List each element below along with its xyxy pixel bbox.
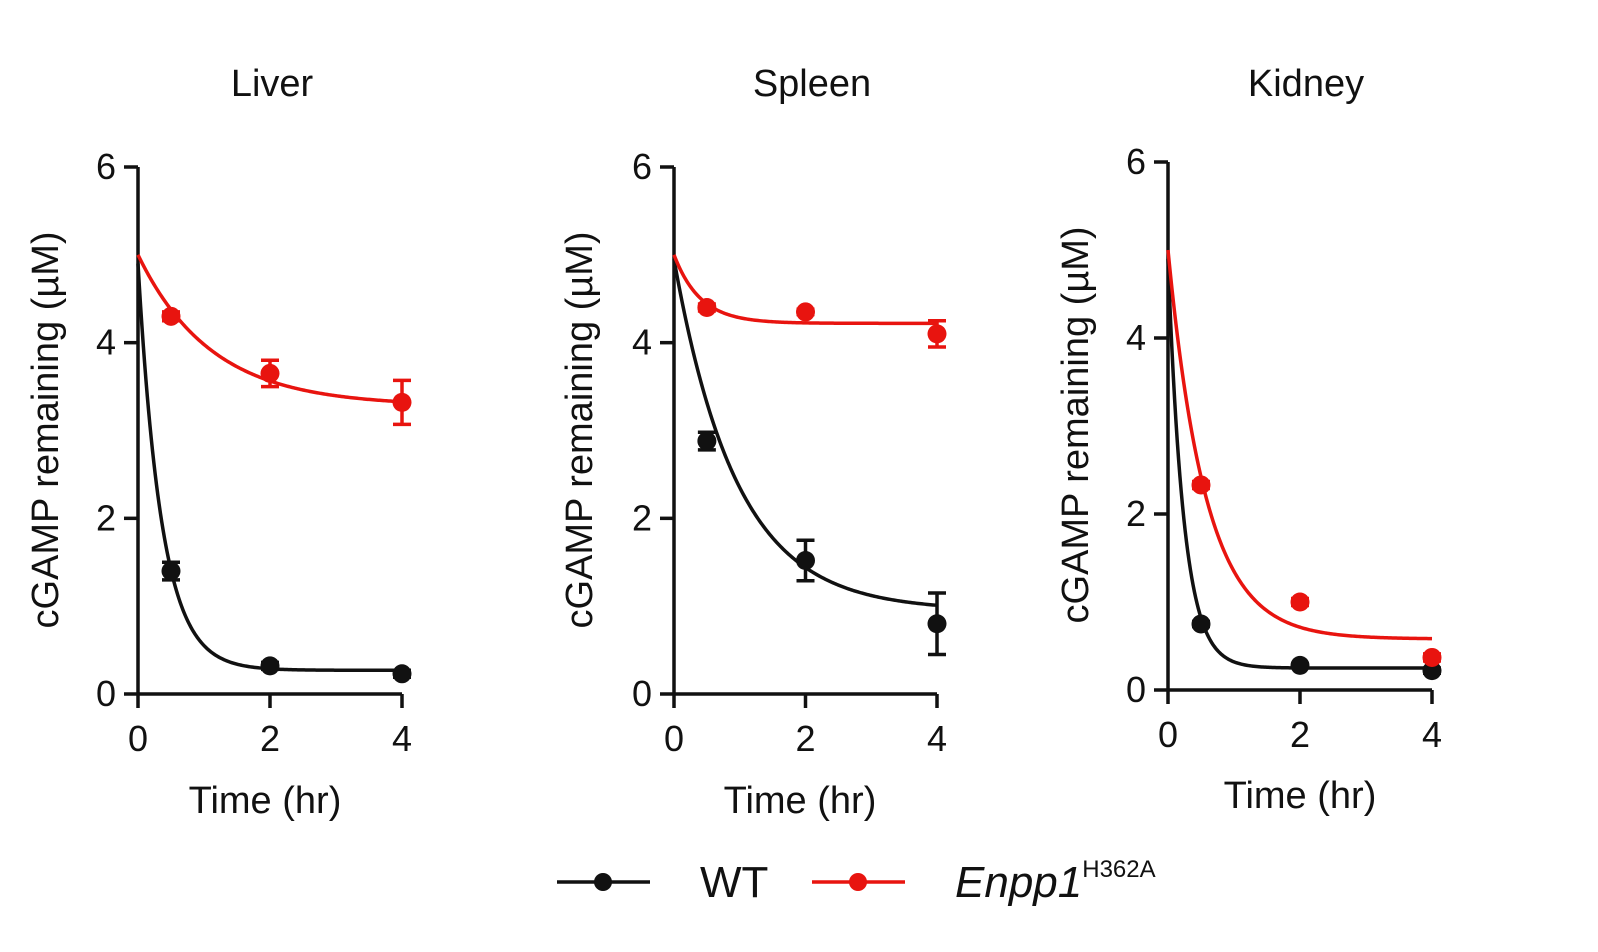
- panel-spleen: Spleen cGAMP remaining (µM) Time (hr) 0 2…: [559, 63, 947, 822]
- data-point: [1290, 655, 1310, 675]
- data-point: [392, 392, 412, 412]
- y-tick-label: 2: [1126, 493, 1146, 534]
- data-point: [161, 561, 181, 581]
- fit-curve: [1166, 249, 1433, 641]
- y-axis-label: cGAMP remaining (µM): [25, 231, 67, 628]
- data-point: [927, 614, 947, 634]
- x-tick-label: 4: [1422, 714, 1442, 755]
- panel-title: Liver: [231, 63, 314, 105]
- data-point: [1290, 592, 1310, 612]
- legend-mutant-marker: [849, 873, 867, 891]
- panel-title: Spleen: [753, 63, 871, 105]
- data-point: [392, 664, 412, 684]
- y-axis-label: cGAMP remaining (µM): [559, 231, 601, 628]
- y-tick-label: 6: [632, 146, 652, 187]
- y-tick-label: 2: [632, 497, 652, 538]
- data-point: [260, 363, 280, 383]
- x-tick-label: 4: [927, 718, 947, 759]
- legend-mutant-label: Enpp1H362A: [955, 856, 1156, 907]
- data-point: [1191, 614, 1211, 634]
- data-point: [927, 324, 947, 344]
- panel-title: Kidney: [1248, 63, 1364, 105]
- y-tick-label: 4: [96, 322, 116, 363]
- y-tick-label: 0: [1126, 669, 1146, 710]
- legend-wt-marker: [594, 873, 612, 891]
- y-tick-label: 4: [632, 322, 652, 363]
- data-point: [1422, 647, 1442, 667]
- y-tick-label: 4: [1126, 317, 1146, 358]
- data-point: [796, 550, 815, 570]
- data-point: [697, 298, 717, 318]
- data-point: [796, 302, 815, 322]
- x-tick-label: 2: [260, 718, 280, 759]
- y-tick-label: 2: [96, 497, 116, 538]
- x-axis-label: Time (hr): [724, 780, 877, 822]
- x-tick-label: 4: [392, 718, 412, 759]
- panel-liver: Liver cGAMP remaining (µM) Time (hr) 0 2 4…: [25, 63, 412, 822]
- legend-mutant-gene: Enpp1: [955, 858, 1082, 907]
- x-axis-label: Time (hr): [189, 780, 342, 822]
- data-point: [161, 306, 181, 326]
- fit-curve: [136, 263, 402, 673]
- fit-curve: [672, 254, 937, 326]
- x-tick-label: 2: [795, 718, 815, 759]
- x-tick-label: 0: [1158, 714, 1178, 755]
- y-tick-label: 0: [96, 673, 116, 714]
- x-tick-label: 2: [1290, 714, 1310, 755]
- data-point: [697, 431, 717, 451]
- legend-wt-label: WT: [700, 858, 768, 907]
- x-tick-label: 0: [664, 718, 684, 759]
- x-tick-label: 0: [128, 718, 148, 759]
- y-tick-label: 6: [1126, 141, 1146, 182]
- legend-mutant-allele: H362A: [1082, 856, 1155, 883]
- data-point: [1422, 661, 1442, 681]
- legend: WT Enpp1H362A: [557, 856, 1156, 907]
- y-tick-label: 6: [96, 146, 116, 187]
- x-axis-label: Time (hr): [1224, 775, 1377, 817]
- y-axis-label: cGAMP remaining (µM): [1055, 226, 1097, 623]
- data-point: [260, 656, 280, 676]
- y-tick-label: 0: [632, 673, 652, 714]
- data-point: [1191, 475, 1211, 495]
- panel-kidney: Kidney cGAMP remaining (µM) Time (hr) 0 2…: [1055, 63, 1442, 817]
